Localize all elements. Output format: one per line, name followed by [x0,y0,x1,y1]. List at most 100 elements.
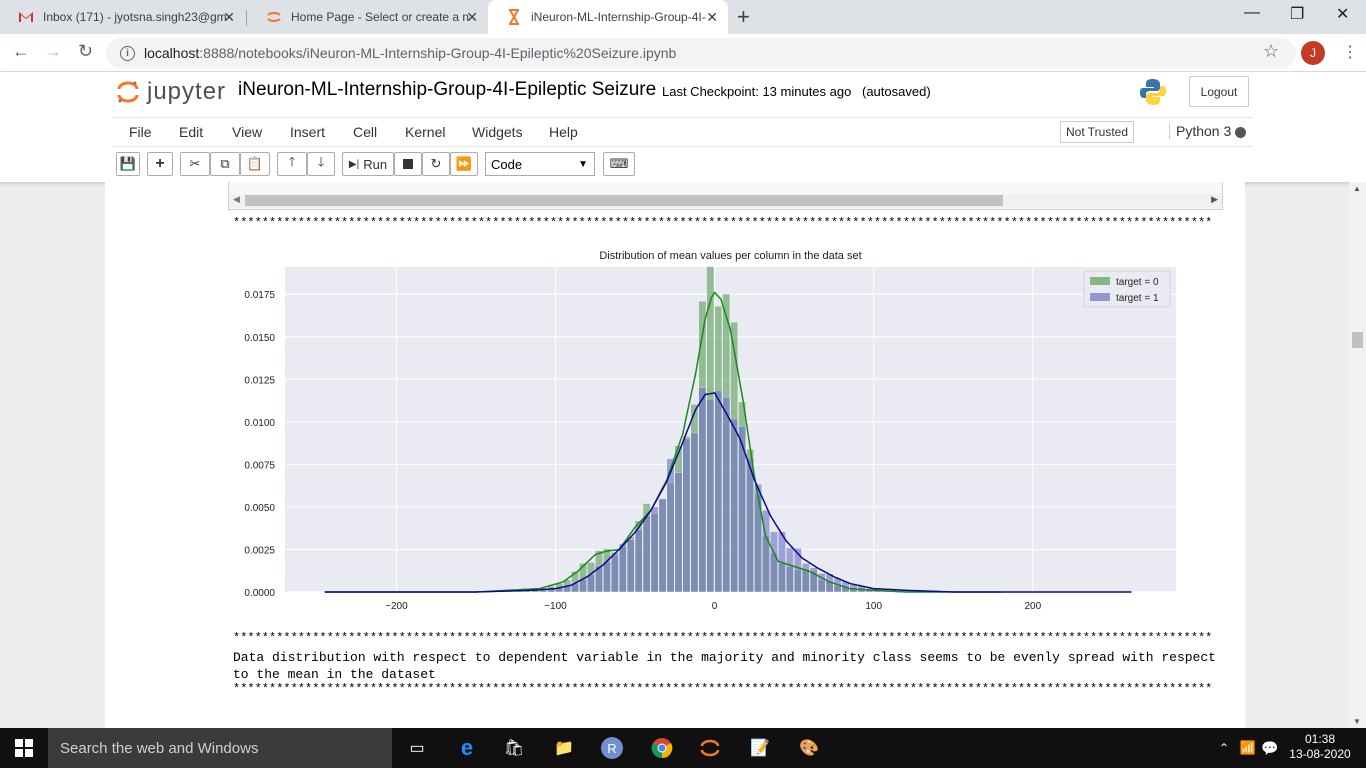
restart-run-all-button[interactable]: ⏩ [450,152,478,176]
menu-widgets[interactable]: Widgets [472,124,523,140]
notifications-icon[interactable]: 💬 [1261,739,1279,756]
windows-start-icon[interactable] [12,736,36,760]
restore-icon[interactable]: ❐ [1290,6,1305,23]
r-app-icon[interactable]: R [600,736,624,760]
histogram-bar [650,506,659,593]
jupyter-icon [266,9,282,25]
move-up-button[interactable]: 🡑 [277,152,307,176]
move-down-button[interactable]: 🡓 [307,152,335,176]
system-clock[interactable]: 01:38 13-08-2020 [1288,732,1352,762]
page-scrollbar-thumb[interactable] [1352,332,1363,348]
chart-title: Distribution of mean values per column i… [599,250,861,262]
x-tick-label: 100 [865,601,882,612]
logout-button[interactable]: Logout [1189,76,1249,107]
menu-help[interactable]: Help [549,124,578,140]
address-bar-row: ← → ↻ i localhost:8888/notebooks/iNeuron… [0,34,1366,72]
histogram-bar [754,484,762,593]
histogram-bar [785,547,794,593]
x-tick-label: 200 [1024,601,1041,612]
restart-button[interactable]: ↻ [422,152,450,176]
output-text: Data distribution with respect to depend… [233,649,1218,683]
command-palette-button[interactable]: ⌨ [603,152,635,176]
minimize-icon[interactable]: — [1244,4,1260,21]
notebook-area: ◀ ▶ ************************************… [105,182,1245,728]
histogram-bar [634,529,643,593]
histogram-bar [809,567,818,593]
save-button[interactable]: 💾 [116,152,140,176]
menu-file[interactable]: File [129,124,152,140]
clock-date: 13-08-2020 [1289,747,1351,761]
tab-title: iNeuron-ML-Internship-Group-4I- [531,10,706,24]
chrome-icon[interactable] [650,736,674,760]
task-view-icon[interactable]: ▭ [409,740,425,757]
histogram-bar [714,390,723,593]
bookmark-star-icon[interactable]: ☆ [1263,41,1280,61]
notebook-title[interactable]: iNeuron-ML-Internship-Group-4I-Epileptic… [238,79,657,100]
clock-time: 01:38 [1304,732,1336,746]
page-scrollbar[interactable]: ▲ ▼ [1349,182,1366,728]
scroll-right-icon[interactable]: ▶ [1211,194,1218,204]
arrow-down-icon: 🡓 [317,154,325,169]
menu-view[interactable]: View [232,124,263,140]
reload-icon[interactable]: ↻ [78,41,94,61]
histogram-bar [770,531,778,593]
histogram-bar [730,418,739,593]
window-close-icon[interactable]: ✕ [1336,6,1350,23]
scroll-up-icon[interactable]: ▲ [1353,184,1361,193]
separator-stars: ****************************************… [233,631,1213,645]
histogram-bar [817,573,826,593]
browser-menu-icon[interactable]: ⋮ [1342,44,1358,61]
back-icon[interactable]: ← [12,41,30,61]
scrollbar-thumb[interactable] [245,195,1003,206]
horizontal-scrollbar[interactable]: ◀ ▶ [229,194,1222,208]
checkpoint-status: Last Checkpoint: 13 minutes ago [662,84,852,99]
run-button[interactable]: ▶| Run [342,152,394,176]
tab-gmail[interactable]: Inbox (171) - jyotsna.singh23@gm ✕ [0,0,245,34]
notepad-icon[interactable]: 📝 [750,740,770,757]
separator-stars: ****************************************… [233,216,1213,230]
paint-icon[interactable]: 🎨 [799,740,819,757]
show-hidden-icons-icon[interactable]: ⌃ [1218,741,1230,755]
paste-button[interactable]: 📋 [240,152,270,176]
wifi-icon[interactable]: 📶 [1239,740,1257,755]
close-icon[interactable]: ✕ [466,9,478,25]
jupyter-logo[interactable]: jupyter [117,78,226,106]
not-trusted-button[interactable]: Not Trusted [1060,121,1134,143]
file-explorer-icon[interactable]: 📁 [554,740,574,757]
interrupt-button[interactable] [394,152,422,176]
y-tick-label: 0.0075 [244,460,275,471]
notebook-toolbar: 💾 + ✂ ⧉ 📋 🡑 🡓 ▶| Run ↻ ⏩ Code ▼ ⌨ [113,152,1253,178]
tab-home-page[interactable]: Home Page - Select or create a n ✕ [248,0,488,34]
y-tick-label: 0.0025 [244,545,275,556]
url-input[interactable]: i localhost:8888/notebooks/iNeuron-ML-In… [106,38,1296,68]
jupyter-logo-icon [117,80,139,104]
browser-tab-bar: Inbox (171) - jyotsna.singh23@gm ✕ Home … [0,0,1366,34]
taskbar-search-input[interactable]: Search the web and Windows [48,728,392,768]
menu-insert[interactable]: Insert [290,124,326,140]
menu-edit[interactable]: Edit [179,124,204,140]
histogram-bar [722,397,731,593]
close-icon[interactable]: ✕ [223,9,235,25]
menu-cell[interactable]: Cell [353,124,378,140]
scroll-down-icon[interactable]: ▼ [1353,717,1361,726]
cell-type-select[interactable]: Code ▼ [485,152,595,176]
output-line: Data distribution with respect to depend… [233,650,1216,665]
jupyter-app-icon[interactable] [698,736,722,760]
store-icon[interactable]: 🛍 [503,740,525,757]
stop-icon [403,159,413,169]
scroll-left-icon[interactable]: ◀ [233,194,240,204]
histogram-bar [698,387,707,593]
url-path: :8888/notebooks/iNeuron-ML-Internship-Gr… [199,45,677,61]
close-icon[interactable]: ✕ [706,9,718,25]
new-tab-icon[interactable]: + [737,4,750,29]
cut-button[interactable]: ✂ [180,152,210,176]
tab-notebook[interactable]: iNeuron-ML-Internship-Group-4I- ✕ [488,0,728,34]
copy-button[interactable]: ⧉ [210,152,240,176]
insert-cell-button[interactable]: + [147,152,173,176]
edge-icon[interactable]: e [460,735,474,760]
info-icon[interactable]: i [120,45,135,61]
menu-kernel[interactable]: Kernel [405,124,446,140]
legend-swatch [1090,293,1110,301]
forward-icon[interactable]: → [44,41,62,61]
avatar[interactable]: J [1301,41,1325,65]
